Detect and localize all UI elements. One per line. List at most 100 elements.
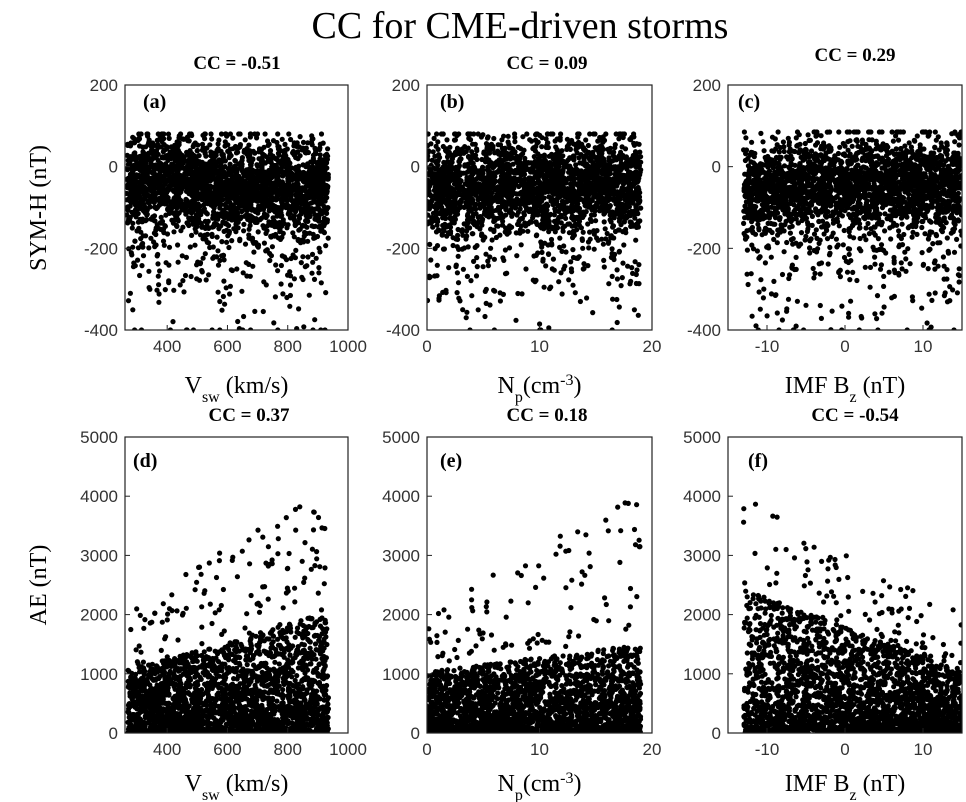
scatter-point (579, 160, 586, 167)
scatter-point (433, 207, 439, 213)
scatter-point (526, 175, 532, 181)
scatter-point (430, 165, 436, 171)
scatter-point (305, 140, 311, 146)
x-tick-label: 1000 (329, 337, 367, 356)
scatter-point (222, 139, 228, 145)
scatter-point (159, 177, 165, 183)
scatter-point (543, 136, 549, 142)
scatter-point (156, 282, 162, 288)
scatter-point (484, 167, 490, 173)
scatter-point (435, 139, 441, 145)
scatter-point (250, 263, 256, 269)
scatter-point (257, 217, 263, 223)
scatter-point (480, 132, 486, 138)
scatter-point (203, 236, 209, 243)
scatter-point (599, 144, 605, 150)
scatter-point (634, 267, 640, 273)
scatter-point (180, 278, 186, 284)
scatter-point (269, 164, 275, 170)
scatter-point (563, 249, 569, 255)
y-tick-label: 200 (90, 76, 118, 95)
scatter-point (432, 246, 438, 252)
scatter-point (262, 131, 268, 137)
scatter-point (246, 142, 252, 148)
scatter-point (222, 301, 228, 307)
scatter-point (468, 278, 474, 284)
scatter-point (638, 159, 644, 165)
scatter-point (143, 164, 149, 170)
scatter-point (621, 208, 628, 214)
scatter-point (225, 190, 231, 196)
scatter-point (279, 164, 285, 171)
scatter-point (573, 206, 579, 212)
scatter-point (189, 232, 195, 238)
scatter-point (620, 229, 626, 235)
scatter-point (300, 139, 307, 145)
scatter-point (194, 262, 200, 268)
scatter-point (149, 156, 156, 162)
scatter-point (285, 222, 291, 228)
scatter-point (146, 137, 152, 143)
scatter-point (560, 186, 567, 192)
scatter-point (247, 172, 253, 178)
scatter-point (194, 186, 200, 192)
scatter-point (229, 267, 235, 274)
scatter-point (267, 158, 273, 164)
scatter-point (183, 184, 189, 190)
scatter-point (537, 321, 543, 327)
scatter-point (225, 148, 231, 154)
scatter-point (247, 153, 253, 159)
scatter-point (264, 228, 270, 234)
scatter-point (480, 264, 486, 270)
scatter-point (563, 215, 569, 221)
scatter-point (287, 160, 293, 166)
scatter-point (503, 193, 510, 199)
scatter-point (171, 188, 177, 194)
scatter-point (625, 263, 631, 269)
scatter-point (566, 230, 573, 236)
scatter-point (189, 198, 195, 204)
scatter-point (561, 189, 567, 195)
scatter-point (317, 190, 323, 196)
scatter-point (215, 141, 221, 147)
scatter-point (224, 221, 230, 227)
scatter-point (291, 143, 297, 149)
scatter-point (624, 166, 630, 172)
scatter-point (463, 236, 469, 242)
scatter-point (300, 222, 306, 228)
scatter-point (267, 148, 274, 154)
scatter-point (427, 273, 432, 279)
scatter-point (545, 242, 551, 248)
scatter-point (604, 230, 610, 237)
scatter-point (516, 158, 522, 164)
scatter-point (444, 233, 450, 239)
scatter-point (267, 250, 273, 257)
scatter-point (618, 157, 624, 163)
scatter-point (436, 152, 442, 158)
scatter-point (277, 229, 283, 235)
scatter-point (270, 181, 277, 187)
scatter-point (233, 199, 239, 205)
scatter-point (552, 138, 558, 144)
scatter-point (209, 327, 215, 330)
scatter-point (210, 215, 216, 221)
scatter-point (205, 218, 211, 224)
scatter-point (566, 277, 572, 283)
scatter-point (171, 229, 177, 235)
scatter-point (317, 141, 323, 147)
scatter-point (460, 232, 466, 238)
scatter-point (530, 164, 536, 170)
scatter-point (434, 131, 440, 137)
y-tick-label: -200 (84, 239, 118, 258)
scatter-point (286, 131, 292, 137)
scatter-point (153, 231, 159, 238)
scatter-point (281, 220, 287, 227)
scatter-point (287, 273, 294, 279)
scatter-point (497, 298, 503, 304)
scatter-point (155, 190, 161, 196)
scatter-point (202, 251, 208, 257)
scatter-point (304, 224, 310, 230)
scatter-point (187, 168, 193, 174)
scatter-point (295, 198, 301, 205)
scatter-point (140, 240, 146, 247)
